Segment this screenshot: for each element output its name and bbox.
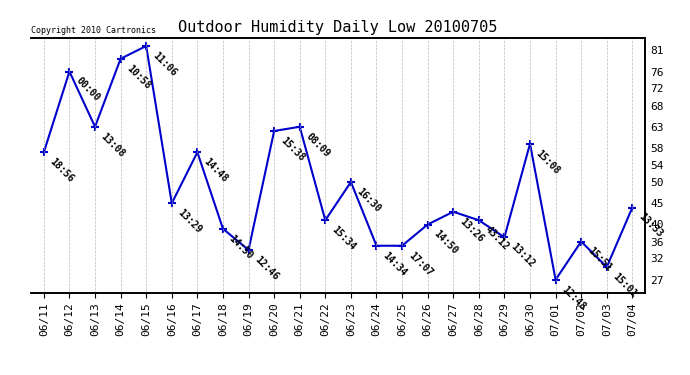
Text: 14:50: 14:50 bbox=[432, 229, 460, 256]
Text: 18:56: 18:56 bbox=[48, 156, 76, 184]
Text: 13:12: 13:12 bbox=[509, 242, 536, 269]
Text: 17:07: 17:07 bbox=[406, 250, 434, 278]
Text: 12:46: 12:46 bbox=[253, 254, 281, 282]
Text: 13:33: 13:33 bbox=[636, 211, 664, 240]
Text: 15:38: 15:38 bbox=[278, 135, 306, 163]
Text: 13:26: 13:26 bbox=[457, 216, 485, 244]
Text: 15:34: 15:34 bbox=[329, 224, 357, 252]
Text: 16:30: 16:30 bbox=[355, 186, 383, 214]
Text: 15:08: 15:08 bbox=[534, 148, 562, 176]
Text: 14:34: 14:34 bbox=[381, 250, 408, 278]
Text: 13:08: 13:08 bbox=[99, 131, 127, 159]
Text: 15:51: 15:51 bbox=[585, 246, 613, 273]
Text: 12:48: 12:48 bbox=[560, 284, 588, 312]
Text: 43:12: 43:12 bbox=[483, 224, 511, 252]
Text: 15:01: 15:01 bbox=[611, 271, 639, 299]
Text: 08:09: 08:09 bbox=[304, 131, 332, 159]
Text: 10:58: 10:58 bbox=[125, 63, 152, 91]
Text: 13:29: 13:29 bbox=[176, 207, 204, 235]
Title: Outdoor Humidity Daily Low 20100705: Outdoor Humidity Daily Low 20100705 bbox=[179, 20, 497, 35]
Text: 11:06: 11:06 bbox=[150, 50, 178, 78]
Text: 14:48: 14:48 bbox=[201, 156, 229, 184]
Text: Copyright 2010 Cartronics: Copyright 2010 Cartronics bbox=[31, 26, 156, 35]
Text: 14:50: 14:50 bbox=[227, 233, 255, 261]
Text: 00:00: 00:00 bbox=[74, 76, 101, 104]
